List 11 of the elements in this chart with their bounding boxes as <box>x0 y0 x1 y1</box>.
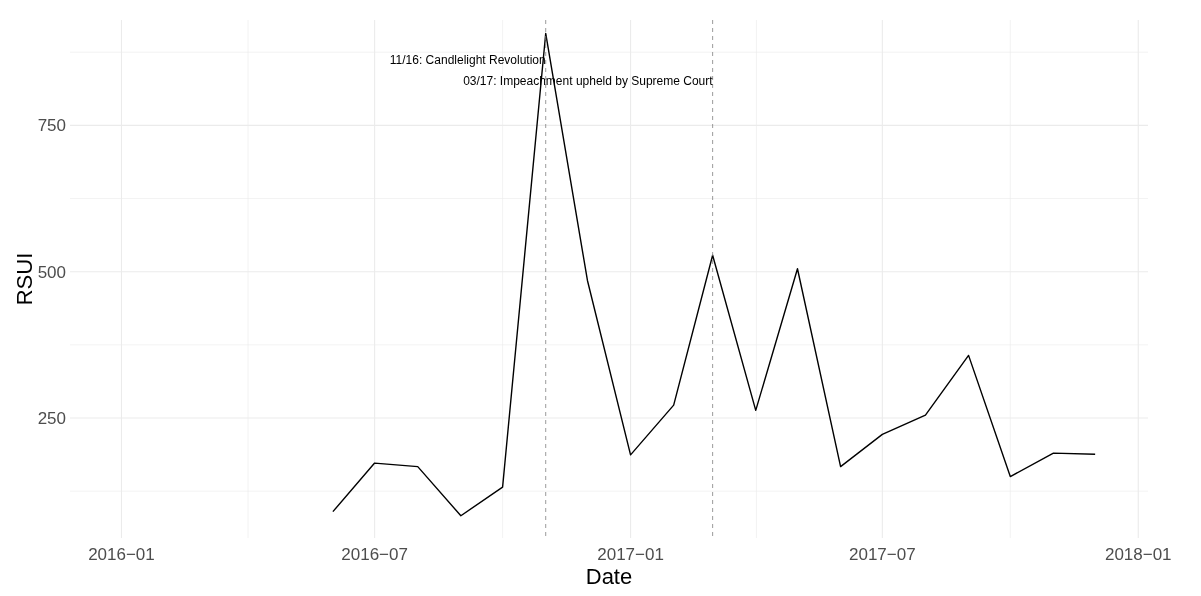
x-tick-label: 2017−01 <box>597 545 664 564</box>
x-tick-label: 2016−07 <box>341 545 408 564</box>
x-tick-label: 2018−01 <box>1104 545 1172 564</box>
x-tick-label: 2017−07 <box>849 545 916 564</box>
x-tick-label: 2016−01 <box>88 545 155 564</box>
y-axis-title: RSUI <box>12 252 37 306</box>
y-tick-label: 250 <box>37 408 66 428</box>
y-tick-label: 750 <box>37 116 66 136</box>
line-series <box>332 32 1096 517</box>
x-axis-title: Date <box>585 564 633 589</box>
y-tick-label: 500 <box>37 262 66 282</box>
